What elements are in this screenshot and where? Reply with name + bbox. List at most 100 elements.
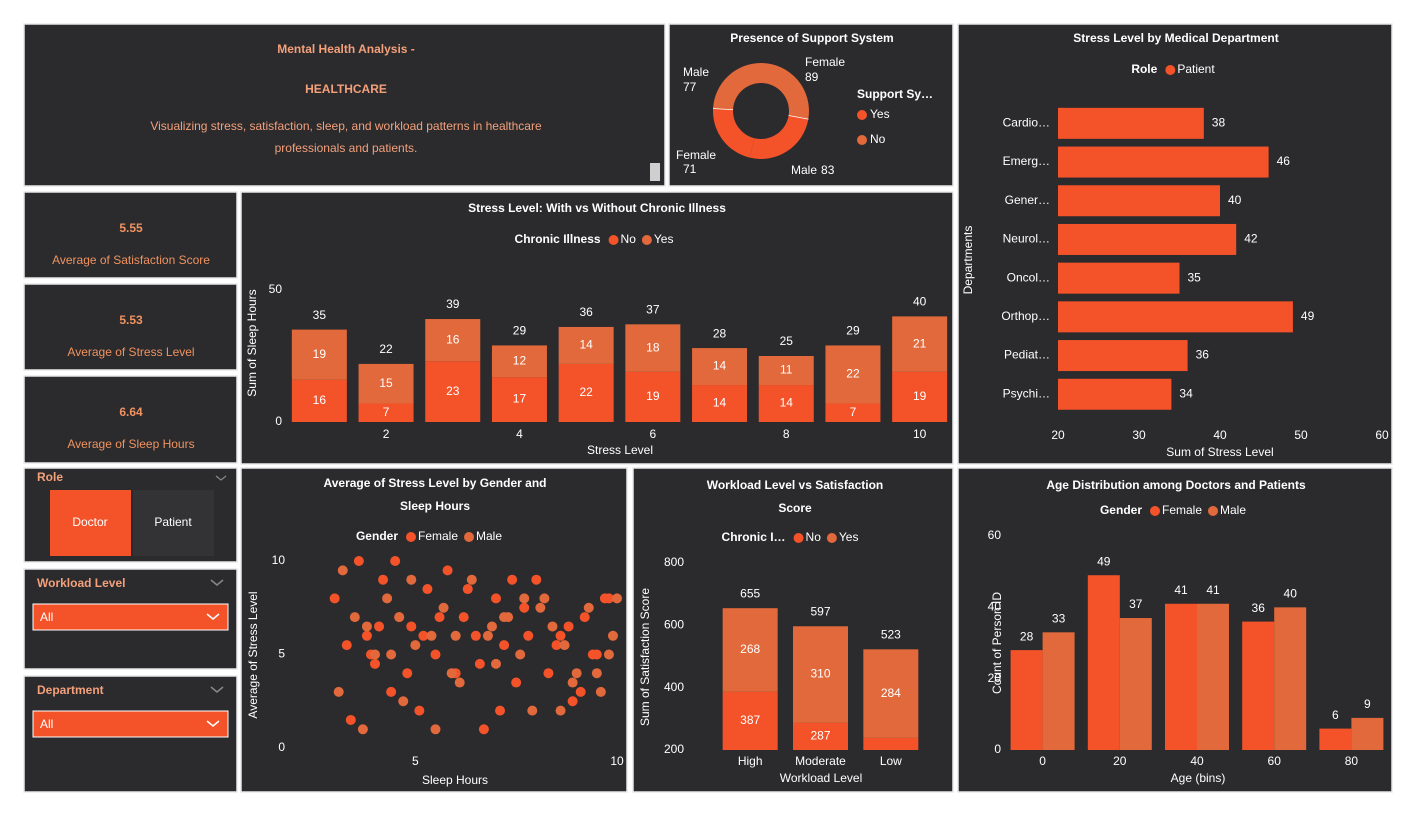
segment-label: 268 [740,642,760,656]
bar-segment [793,626,848,723]
point [430,724,441,735]
bar-segment [722,691,778,750]
value-label: 42 [1244,232,1258,246]
y-tick-label: Orthop… [1001,309,1050,323]
segment-label: 11 [780,363,793,377]
y-tick-label: Neurol… [1003,232,1050,246]
bar [1058,107,1204,139]
point [499,612,510,623]
x-axis-label: Workload Level [780,771,863,785]
bar-segment [291,329,347,380]
point [410,640,421,651]
kpi-value: 6.64 [119,405,143,419]
legend-title: Chronic Illness [515,232,601,246]
segment-label: 7 [850,405,857,419]
legend-label: Male [1220,503,1246,517]
dropdown[interactable] [32,710,229,738]
chart-title: Stress Level: With vs Without Chronic Il… [468,201,726,215]
slice-value: 71 [683,162,697,176]
segment-label: 14 [713,396,727,410]
bar-segment [758,356,814,386]
scrollbar [650,163,660,181]
point [519,602,530,613]
legend: Gender Female Male [356,529,502,543]
legend-label: Yes [870,107,890,121]
role-option[interactable] [133,490,214,556]
bar [1042,632,1075,750]
slice-label: Female [805,55,845,69]
role-option-label[interactable]: Doctor [72,515,107,529]
point [353,556,364,566]
legend-label: No [870,132,886,146]
point [374,621,385,632]
y-tick-label: Cardio… [1003,116,1050,130]
page-title: HEALTHCARE [305,82,387,96]
legend-label: Yes [839,530,859,544]
point [442,565,453,576]
x-tick-label: 60 [1268,754,1282,768]
y-tick-label: Pediat… [1004,348,1050,362]
bar-segment [793,722,848,750]
bar [1351,717,1384,750]
point [394,612,405,623]
point [329,593,340,604]
legend-marker [793,533,804,543]
y-tick-label: 400 [664,680,684,694]
segment-label: 19 [313,347,327,361]
point [426,630,437,641]
y-tick-label: 10 [272,553,286,567]
role-option-selected[interactable] [50,490,131,556]
role-option-label[interactable]: Patient [154,515,192,529]
slice-label: Female [676,148,716,162]
point [406,574,417,585]
x-tick-label: 40 [1213,428,1227,442]
slicer-title: Department [37,683,104,697]
total-label: 35 [313,308,327,322]
point [474,658,485,669]
bar [1058,146,1269,178]
value-label: 35 [1188,270,1202,284]
legend-marker [857,110,867,120]
x-tick-label: Low [880,754,902,768]
point [386,649,397,660]
value-label: 41 [1206,583,1220,597]
total-label: 25 [780,334,794,348]
legend-marker [1208,506,1219,516]
total-label: 22 [379,342,393,356]
chart-title: Age Distribution among Doctors and Patie… [1046,478,1306,492]
point [361,621,372,632]
segment-label: 21 [913,336,927,350]
chart-title: Stress Level by Medical Department [1073,31,1278,45]
point [571,668,582,679]
page-title: Mental Health Analysis - [277,42,415,56]
bar-segment [358,403,414,422]
segment-label: 16 [313,393,327,407]
y-tick-label: Gener… [1005,193,1050,207]
y-tick-label: 40 [988,600,1002,614]
point [603,649,614,660]
point [491,593,501,604]
value-label: 6 [1332,708,1339,722]
point [491,658,501,669]
point [370,658,380,669]
bar-segment [625,324,681,372]
legend-title: Support Sy… [857,87,933,101]
dropdown-value[interactable]: All [40,717,53,731]
dropdown-value[interactable]: All [40,610,53,624]
bar [1058,185,1220,217]
point [406,621,417,632]
dropdown[interactable] [32,603,229,631]
bar [1165,603,1197,750]
x-tick-label: 6 [650,427,657,441]
legend-title: Gender [356,529,398,543]
point [535,602,546,613]
segment-label: 14 [579,338,593,352]
bar-segment [425,319,481,362]
segment-label: 284 [881,686,901,700]
point [333,686,344,697]
legend-title: Gender [1100,503,1142,517]
x-tick-label: 60 [1375,428,1389,442]
chevron [210,579,224,586]
value-label: 38 [1212,116,1226,130]
point [527,705,538,716]
